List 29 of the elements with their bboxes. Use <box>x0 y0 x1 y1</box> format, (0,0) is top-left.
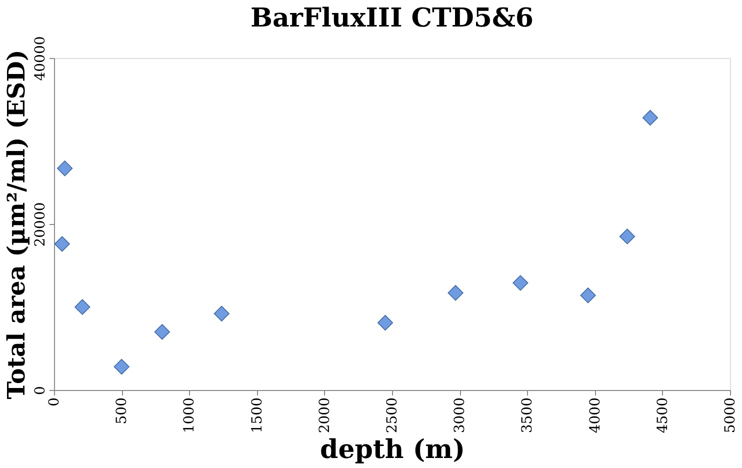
x-tick-label: 0 <box>46 398 62 406</box>
point <box>57 160 73 176</box>
chart-title: BarFluxIII CTD5&6 <box>250 4 534 34</box>
x-tick-label: 5000 <box>722 398 738 434</box>
y-tick-label: 20000 <box>32 202 48 247</box>
point <box>377 314 394 331</box>
x-axis-title: depth (m) <box>320 435 465 466</box>
y-tick-label: 40000 <box>32 36 48 81</box>
x-tick-label: 3500 <box>520 398 536 434</box>
point <box>619 228 636 244</box>
point <box>54 236 70 252</box>
x-tick-label: 1000 <box>182 398 198 434</box>
point <box>448 285 464 301</box>
y-axis-title: Total area (µm²/ml) (ESD) <box>2 50 30 400</box>
point <box>580 288 596 304</box>
y-tick-label: 0 <box>32 386 48 395</box>
x-tick-label: 4000 <box>587 398 604 434</box>
point <box>74 299 90 315</box>
point <box>214 306 230 322</box>
x-tick-label: 4500 <box>654 398 671 434</box>
point <box>512 275 528 291</box>
x-tick-label: 2000 <box>316 398 333 434</box>
point <box>114 358 130 375</box>
x-tick-label: 1500 <box>249 398 266 434</box>
x-tick-label: 2500 <box>384 398 400 434</box>
x-tick-label: 3000 <box>452 398 468 434</box>
point <box>642 110 658 126</box>
x-tick-label: 500 <box>114 398 130 424</box>
point <box>154 324 170 340</box>
